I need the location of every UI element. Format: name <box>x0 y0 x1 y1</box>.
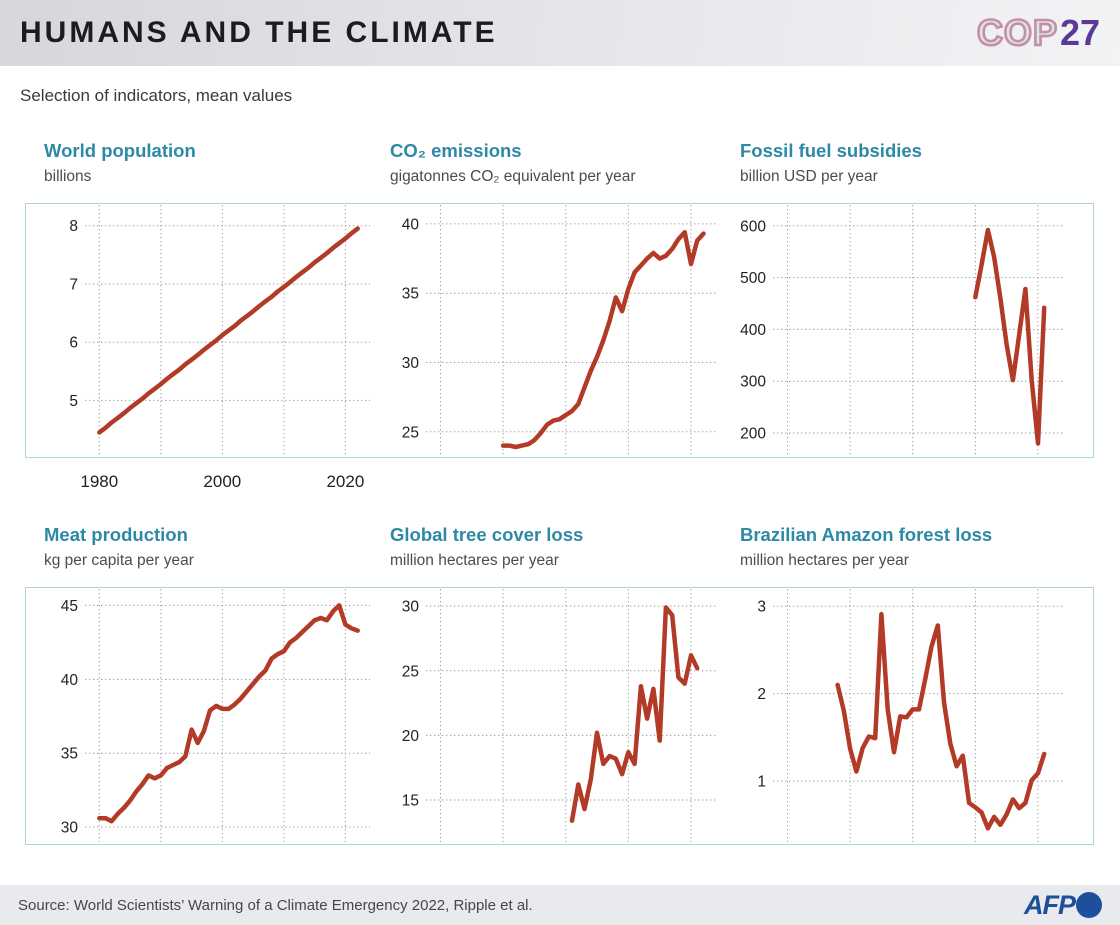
afp-globe-icon <box>1076 892 1102 918</box>
page-title: HUMANS AND THE CLIMATE <box>20 16 498 49</box>
afp-logo-text: AFP <box>1024 889 1076 920</box>
subtitle: Selection of indicators, mean values <box>20 86 293 105</box>
source-credit: Source: World Scientists’ Warning of a C… <box>18 896 533 914</box>
svg-text:600: 600 <box>740 218 766 235</box>
chart-unit: billion USD per year <box>740 168 878 185</box>
header-band: HUMANS AND THE CLIMATE COP27 <box>0 0 1120 66</box>
afp-logo: AFP <box>1024 889 1102 920</box>
chart-head-co2-emissions: CO₂ emissions gigatonnes CO₂ equivalent … <box>390 139 730 186</box>
cop27-logo-cop-text: COP <box>976 12 1059 53</box>
chart-global-tree-cover-loss: 15 20 25 30 <box>382 587 722 848</box>
chart-head-brazilian-amazon-forest-loss: Brazilian Amazon forest loss million hec… <box>740 523 1080 570</box>
chart-unit: million hectares per year <box>390 552 559 569</box>
top-charts-panel <box>25 203 1094 458</box>
chart-unit: million hectares per year <box>740 552 909 569</box>
chart-unit: kg per capita per year <box>44 552 194 569</box>
svg-text:30: 30 <box>402 599 420 616</box>
chart-world-population: 5 6 7 8 1980 2000 2020 <box>25 203 387 493</box>
svg-text:40: 40 <box>402 216 420 233</box>
chart-fossil-fuel-subsidies: 200 300 400 500 600 <box>740 203 1096 461</box>
chart-title: CO₂ emissions <box>390 140 522 161</box>
chart-head-world-population: World population billions <box>44 139 384 186</box>
svg-text:20: 20 <box>402 728 420 745</box>
bottom-charts-panel <box>25 587 1094 845</box>
chart-co2-emissions: 25 30 35 40 <box>382 203 722 461</box>
svg-text:2020: 2020 <box>326 472 364 491</box>
chart-title: Meat production <box>44 524 188 545</box>
chart-unit: gigatonnes CO₂ equivalent per year <box>390 168 636 185</box>
svg-text:500: 500 <box>740 270 766 287</box>
svg-text:15: 15 <box>402 793 419 810</box>
cop27-logo: COP27 <box>976 12 1100 53</box>
svg-text:5: 5 <box>69 393 78 410</box>
chart-meat-production: 30 35 40 45 <box>25 587 387 848</box>
svg-text:300: 300 <box>740 374 766 391</box>
svg-text:400: 400 <box>740 322 766 339</box>
cop27-logo-year-text: 27 <box>1059 12 1100 53</box>
svg-text:3: 3 <box>757 599 766 616</box>
svg-text:2000: 2000 <box>203 472 241 491</box>
svg-text:8: 8 <box>69 218 78 235</box>
chart-head-fossil-fuel-subsidies: Fossil fuel subsidies billion USD per ye… <box>740 139 1080 186</box>
svg-text:1980: 1980 <box>80 472 118 491</box>
chart-head-global-tree-cover-loss: Global tree cover loss million hectares … <box>390 523 730 570</box>
chart-title: World population <box>44 140 196 161</box>
chart-title: Fossil fuel subsidies <box>740 140 922 161</box>
svg-text:25: 25 <box>402 424 419 441</box>
svg-text:2: 2 <box>757 686 766 703</box>
svg-text:45: 45 <box>61 598 78 615</box>
svg-text:200: 200 <box>740 426 766 443</box>
chart-brazilian-amazon-forest-loss: 1 2 3 <box>740 587 1096 848</box>
svg-text:1: 1 <box>757 774 766 791</box>
chart-head-meat-production: Meat production kg per capita per year <box>44 523 384 570</box>
svg-text:30: 30 <box>61 820 79 837</box>
svg-text:7: 7 <box>69 276 78 293</box>
svg-text:40: 40 <box>61 672 79 689</box>
svg-text:35: 35 <box>402 286 419 303</box>
chart-title: Brazilian Amazon forest loss <box>740 524 993 545</box>
svg-text:35: 35 <box>61 746 78 763</box>
svg-text:25: 25 <box>402 663 419 680</box>
svg-text:30: 30 <box>402 355 420 372</box>
chart-unit: billions <box>44 168 92 185</box>
chart-title: Global tree cover loss <box>390 524 584 545</box>
svg-text:6: 6 <box>69 335 78 352</box>
footer-band: Source: World Scientists’ Warning of a C… <box>0 885 1120 925</box>
